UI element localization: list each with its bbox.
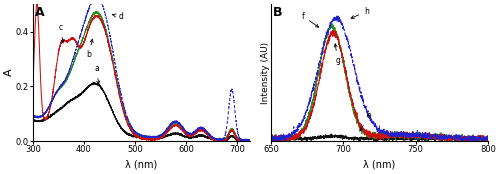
Text: b: b bbox=[86, 39, 93, 59]
Text: a: a bbox=[94, 64, 100, 84]
Text: g: g bbox=[334, 44, 340, 65]
Text: e: e bbox=[360, 111, 372, 131]
Text: f: f bbox=[302, 12, 318, 27]
Text: d: d bbox=[112, 12, 123, 21]
Y-axis label: Intensity (AU): Intensity (AU) bbox=[260, 42, 270, 104]
Text: A: A bbox=[35, 6, 44, 19]
X-axis label: λ (nm): λ (nm) bbox=[125, 160, 158, 170]
Text: c: c bbox=[59, 23, 64, 43]
Text: B: B bbox=[274, 6, 283, 19]
X-axis label: λ (nm): λ (nm) bbox=[364, 160, 396, 170]
Y-axis label: A: A bbox=[4, 69, 14, 76]
Text: h: h bbox=[351, 7, 369, 18]
